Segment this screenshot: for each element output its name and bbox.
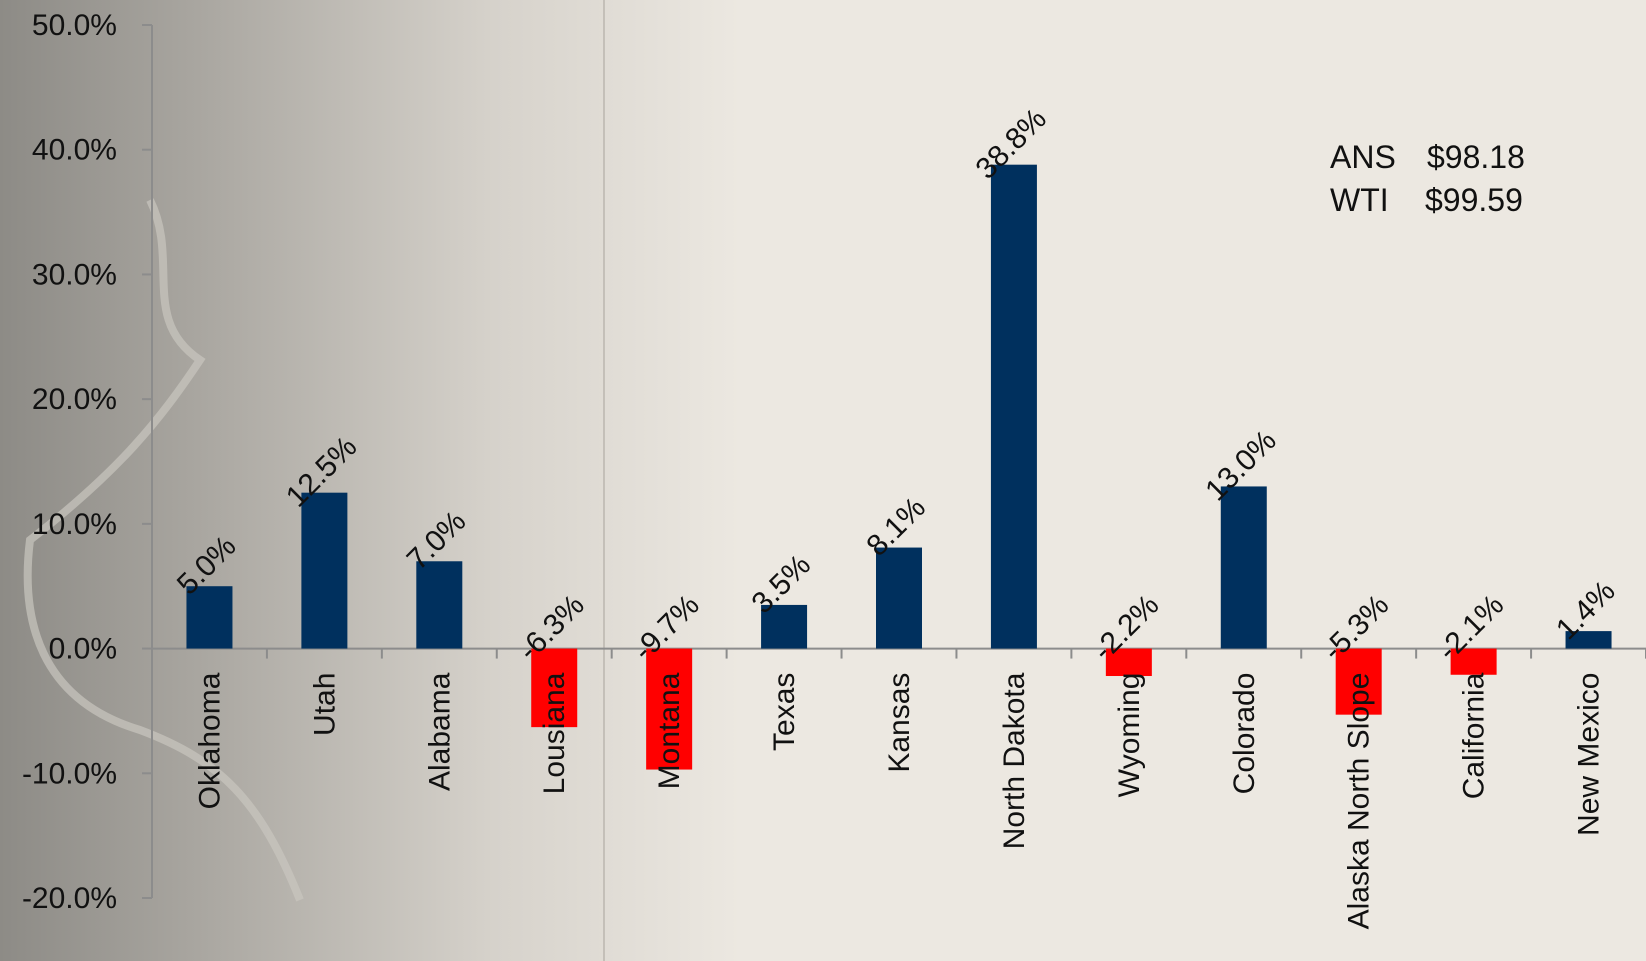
category-label: Texas	[768, 673, 801, 751]
category-label: Colorado	[1228, 673, 1261, 795]
bar	[1335, 648, 1382, 715]
category-label: Wyoming	[1113, 673, 1146, 798]
y-tick-label: 10.0%	[32, 508, 117, 541]
y-tick-label: 40.0%	[32, 134, 117, 167]
legend: ANS $98.18 WTI $99.59	[1330, 139, 1525, 218]
bar	[186, 586, 233, 649]
bar	[301, 492, 348, 649]
category-label: New Mexico	[1573, 673, 1606, 836]
bar	[531, 648, 578, 728]
legend-value-wti: $99.59	[1425, 182, 1523, 218]
category-label: Lousiana	[538, 672, 571, 794]
category-label: Kansas	[883, 673, 916, 773]
bar	[990, 164, 1037, 649]
category-label: Oklahoma	[193, 672, 226, 809]
legend-value-ans: $98.18	[1427, 139, 1525, 175]
y-tick-label: -10.0%	[22, 757, 117, 790]
bar	[416, 561, 463, 649]
bar	[1450, 648, 1497, 675]
bar	[646, 648, 693, 770]
category-label: Montana	[653, 672, 686, 789]
y-tick-label: 30.0%	[32, 258, 117, 291]
y-tick-label: 20.0%	[32, 383, 117, 416]
category-label: Utah	[308, 673, 341, 736]
background-pipeline	[23, 198, 304, 902]
category-label: California	[1458, 672, 1491, 799]
y-tick-label: 0.0%	[49, 633, 117, 666]
legend-name-ans: ANS	[1330, 139, 1396, 175]
category-label: Alabama	[423, 672, 456, 791]
bar	[1105, 648, 1152, 677]
y-tick-label: -20.0%	[22, 882, 117, 915]
y-tick-label: 50.0%	[32, 9, 117, 42]
bar	[876, 547, 922, 649]
category-label: North Dakota	[998, 672, 1031, 849]
category-label: Alaska North Slope	[1343, 673, 1376, 930]
bar	[761, 604, 808, 649]
bar	[1565, 631, 1612, 649]
bar	[1220, 486, 1267, 649]
legend-name-wti: WTI	[1330, 182, 1389, 218]
